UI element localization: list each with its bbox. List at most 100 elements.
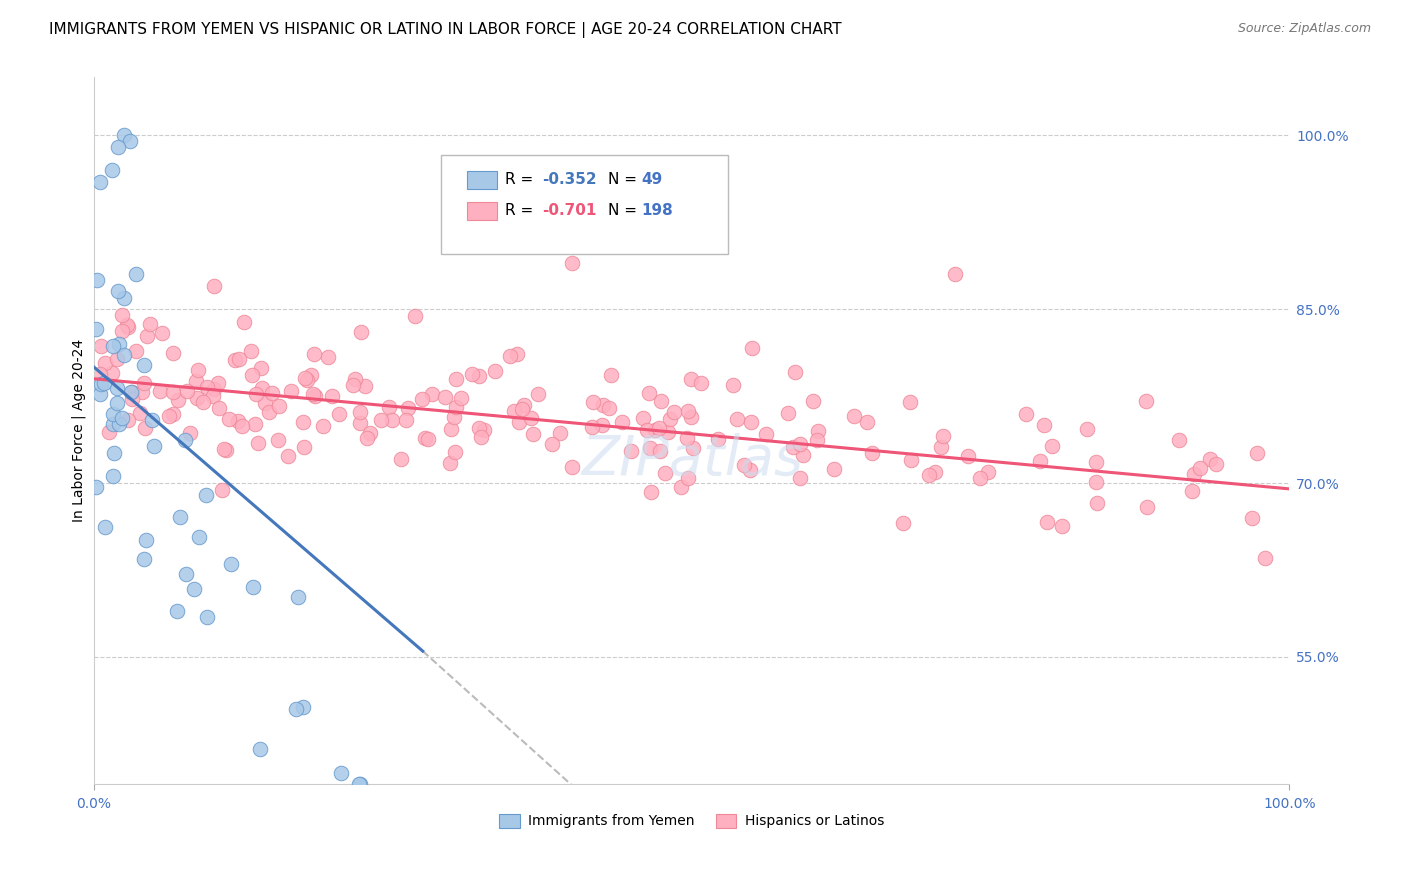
Point <box>444 445 467 459</box>
Point <box>1181 484 1204 499</box>
Point <box>1085 496 1108 510</box>
Bar <box>467 170 496 189</box>
Point <box>249 742 271 756</box>
Point <box>636 423 658 437</box>
Point <box>353 379 375 393</box>
Point <box>111 324 134 338</box>
Point <box>891 516 914 531</box>
Text: 49: 49 <box>641 172 662 186</box>
Point <box>598 401 620 415</box>
Point <box>292 440 315 454</box>
Point <box>215 442 238 457</box>
Point <box>520 411 543 425</box>
Point <box>1241 511 1264 525</box>
Point <box>1084 475 1107 490</box>
Point <box>561 460 583 475</box>
Point <box>1029 454 1052 468</box>
Point <box>1198 451 1220 466</box>
Point <box>257 405 280 419</box>
Point <box>548 426 571 441</box>
Point <box>640 484 662 499</box>
Point <box>1084 455 1107 469</box>
Point <box>179 425 201 440</box>
Point <box>125 268 148 282</box>
Point <box>186 375 208 389</box>
Point <box>269 399 291 413</box>
Point <box>620 444 643 458</box>
Text: 198: 198 <box>641 202 673 218</box>
Point <box>111 308 134 322</box>
Point <box>506 346 529 360</box>
Point <box>134 421 156 435</box>
Point <box>202 279 225 293</box>
Point <box>1168 433 1191 447</box>
Point <box>842 409 865 423</box>
Point <box>650 393 672 408</box>
Point <box>918 467 941 482</box>
Point <box>207 376 229 390</box>
Point <box>169 510 191 524</box>
Point <box>396 401 419 416</box>
Point <box>101 417 124 431</box>
Point <box>90 339 112 353</box>
Point <box>150 326 173 340</box>
Point <box>792 448 814 462</box>
Point <box>1136 500 1159 515</box>
Point <box>707 433 730 447</box>
Text: ZIPatlas: ZIPatlas <box>581 433 803 486</box>
Point <box>128 405 150 419</box>
Point <box>89 368 111 382</box>
Point <box>789 471 811 485</box>
Text: Source: ZipAtlas.com: Source: ZipAtlas.com <box>1237 22 1371 36</box>
Point <box>344 372 367 386</box>
Legend: Immigrants from Yemen, Hispanics or Latinos: Immigrants from Yemen, Hispanics or Lati… <box>494 808 890 834</box>
Point <box>328 407 350 421</box>
Point <box>108 337 131 351</box>
Point <box>439 457 461 471</box>
Point <box>132 552 155 566</box>
Point <box>231 419 253 434</box>
Point <box>162 407 184 421</box>
Point <box>898 394 921 409</box>
Point <box>302 347 325 361</box>
Point <box>86 480 108 494</box>
Point <box>118 134 141 148</box>
Point <box>112 128 135 143</box>
Point <box>224 353 246 368</box>
Point <box>218 411 240 425</box>
Point <box>1050 519 1073 533</box>
Point <box>101 469 124 483</box>
Point <box>1032 418 1054 433</box>
Point <box>776 406 799 420</box>
Point <box>472 424 495 438</box>
Text: R =: R = <box>505 172 538 186</box>
Point <box>433 390 456 404</box>
Point <box>105 351 128 366</box>
Point <box>659 412 682 426</box>
Point <box>508 415 530 429</box>
Point <box>900 453 922 467</box>
Point <box>356 431 378 445</box>
Point <box>1188 461 1211 475</box>
Point <box>173 433 195 447</box>
Point <box>202 389 225 403</box>
Point <box>1182 467 1205 481</box>
Point <box>411 392 433 406</box>
Point <box>468 421 491 435</box>
Point <box>1015 407 1038 421</box>
Point <box>592 398 614 412</box>
Point <box>444 400 467 414</box>
Text: R =: R = <box>505 202 538 218</box>
Point <box>349 777 371 791</box>
Point <box>929 441 952 455</box>
Point <box>242 580 264 594</box>
Point <box>381 413 404 427</box>
Point <box>90 376 112 391</box>
Point <box>389 451 412 466</box>
Point <box>245 386 267 401</box>
Point <box>284 702 307 716</box>
Point <box>648 420 671 434</box>
Point <box>299 368 322 382</box>
Point <box>856 415 879 429</box>
Point <box>420 387 443 401</box>
